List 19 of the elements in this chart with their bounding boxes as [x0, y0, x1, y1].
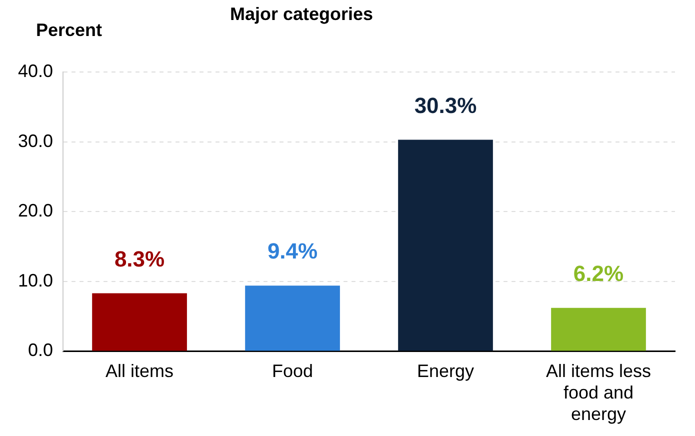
- y-tick-label: 30.0: [18, 130, 54, 151]
- y-tick-label: 10.0: [18, 270, 54, 290]
- data-label: 8.3%: [114, 246, 165, 272]
- x-tick-label: All items less food and energy: [546, 360, 652, 424]
- data-label: 6.2%: [573, 260, 624, 286]
- y-tick-label: 0.0: [28, 340, 54, 360]
- bar: [398, 140, 493, 351]
- x-tick-label: Energy: [416, 360, 474, 381]
- bar: [92, 293, 187, 351]
- data-label: 9.4%: [267, 238, 318, 264]
- y-tick-label: 40.0: [18, 60, 54, 81]
- bar: [245, 286, 340, 351]
- y-axis-title: Percent: [36, 20, 102, 41]
- data-label: 30.3%: [414, 92, 477, 118]
- x-tick-label: All items: [106, 360, 174, 381]
- y-tick-label: 20.0: [18, 200, 54, 221]
- bar: [551, 308, 646, 351]
- chart-title: Major categories: [230, 4, 374, 25]
- x-tick-label: Food: [272, 360, 314, 381]
